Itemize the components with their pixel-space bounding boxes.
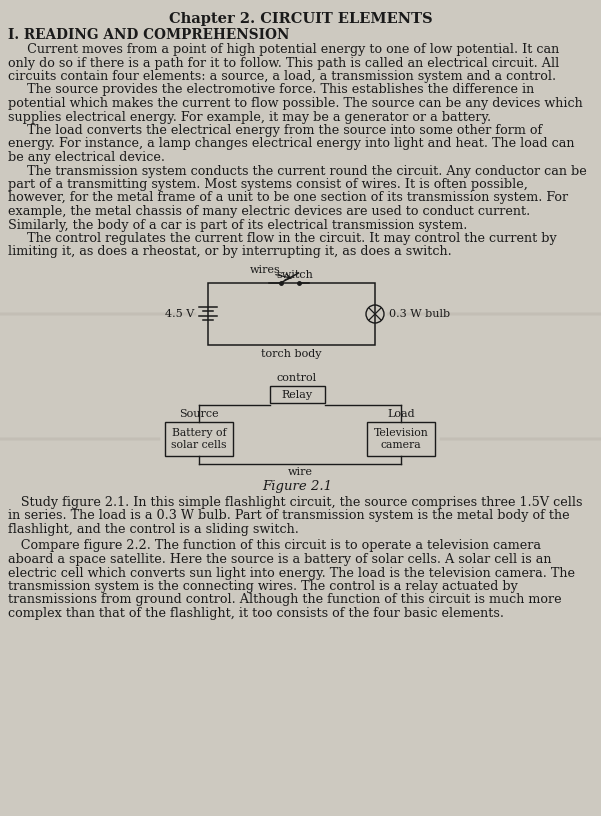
Text: be any electrical device.: be any electrical device.	[8, 151, 165, 164]
Text: I. READING AND COMPREHENSION: I. READING AND COMPREHENSION	[8, 28, 290, 42]
Bar	[367, 422, 435, 456]
Text: wire: wire	[287, 467, 313, 477]
Text: example, the metal chassis of many electric devices are used to conduct current.: example, the metal chassis of many elect…	[8, 205, 530, 218]
Bar	[208, 283, 375, 345]
Text: control: control	[277, 373, 317, 383]
Text: limiting it, as does a rheostat, or by interrupting it, as does a switch.: limiting it, as does a rheostat, or by i…	[8, 246, 452, 259]
Text: Television
camera: Television camera	[374, 428, 429, 450]
Text: Compare figure 2.2. The function of this circuit is to operate a television came: Compare figure 2.2. The function of this…	[8, 539, 541, 552]
Text: The control regulates the current flow in the circuit. It may control the curren: The control regulates the current flow i…	[8, 232, 557, 245]
Text: transmissions from ground control. Although the function of this circuit is much: transmissions from ground control. Altho…	[8, 593, 561, 606]
Text: Source: Source	[179, 409, 219, 419]
Text: supplies electrical energy. For example, it may be a generator or a battery.: supplies electrical energy. For example,…	[8, 110, 491, 123]
Text: however, for the metal frame of a unit to be one section of its transmission sys: however, for the metal frame of a unit t…	[8, 192, 568, 205]
Text: energy. For instance, a lamp changes electrical energy into light and heat. The : energy. For instance, a lamp changes ele…	[8, 138, 575, 150]
Text: The source provides the electromotive force. This establishes the difference in: The source provides the electromotive fo…	[8, 83, 534, 96]
Text: torch body: torch body	[261, 349, 322, 359]
Text: only do so if there is a path for it to follow. This path is called an electrica: only do so if there is a path for it to …	[8, 56, 560, 69]
Text: wires: wires	[249, 265, 281, 275]
Text: potential which makes the current to flow possible. The source can be any device: potential which makes the current to flo…	[8, 97, 583, 110]
Text: switch: switch	[276, 270, 314, 280]
Bar	[269, 386, 325, 403]
Text: in series. The load is a 0.3 W bulb. Part of transmission system is the metal bo: in series. The load is a 0.3 W bulb. Par…	[8, 509, 570, 522]
Text: The transmission system conducts the current round the circuit. Any conductor ca: The transmission system conducts the cur…	[8, 165, 587, 178]
Text: 4.5 V: 4.5 V	[165, 309, 194, 319]
Text: circuits contain four elements: a source, a load, a transmission system and a co: circuits contain four elements: a source…	[8, 70, 556, 83]
Text: Figure 2.1: Figure 2.1	[262, 480, 332, 493]
Text: Chapter 2. CIRCUIT ELEMENTS: Chapter 2. CIRCUIT ELEMENTS	[169, 12, 433, 26]
Text: 0.3 W bulb: 0.3 W bulb	[389, 309, 450, 319]
Text: part of a transmitting system. Most systems consist of wires. It is often possib: part of a transmitting system. Most syst…	[8, 178, 528, 191]
Text: electric cell which converts sun light into energy. The load is the television c: electric cell which converts sun light i…	[8, 566, 575, 579]
Text: Current moves from a point of high potential energy to one of low potential. It : Current moves from a point of high poten…	[8, 43, 560, 56]
Text: Similarly, the body of a car is part of its electrical transmission system.: Similarly, the body of a car is part of …	[8, 219, 468, 232]
Text: The load converts the electrical energy from the source into some other form of: The load converts the electrical energy …	[8, 124, 542, 137]
Text: aboard a space satellite. Here the source is a battery of solar cells. A solar c: aboard a space satellite. Here the sourc…	[8, 553, 552, 566]
Text: Load: Load	[387, 409, 415, 419]
Text: Battery of
solar cells: Battery of solar cells	[171, 428, 227, 450]
Text: Study figure 2.1. In this simple flashlight circuit, the source comprises three : Study figure 2.1. In this simple flashli…	[8, 496, 582, 509]
Text: complex than that of the flashlight, it too consists of the four basic elements.: complex than that of the flashlight, it …	[8, 607, 504, 620]
Text: transmission system is the connecting wires. The control is a relay actuated by: transmission system is the connecting wi…	[8, 580, 518, 593]
Bar	[165, 422, 233, 456]
Text: Relay: Relay	[281, 389, 313, 400]
Text: flashlight, and the control is a sliding switch.: flashlight, and the control is a sliding…	[8, 523, 299, 536]
